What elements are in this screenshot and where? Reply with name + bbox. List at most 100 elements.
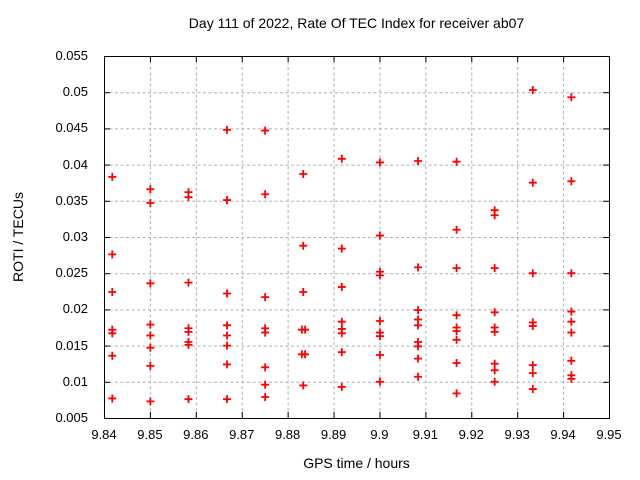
data-point bbox=[414, 342, 423, 351]
data-point bbox=[223, 360, 232, 369]
data-point bbox=[184, 395, 193, 404]
data-point bbox=[146, 185, 155, 194]
data-point bbox=[567, 93, 576, 102]
data-point bbox=[567, 374, 576, 383]
data-point bbox=[414, 156, 423, 165]
data-point bbox=[301, 350, 310, 359]
data-point bbox=[567, 177, 576, 186]
data-point bbox=[375, 316, 384, 325]
data-point bbox=[567, 307, 576, 316]
data-point bbox=[452, 311, 461, 320]
data-point bbox=[108, 329, 117, 338]
data-point bbox=[299, 241, 308, 250]
data-point bbox=[184, 340, 193, 349]
data-point bbox=[223, 321, 232, 330]
data-point bbox=[452, 264, 461, 273]
y-tick-label: 0.035 bbox=[55, 192, 88, 208]
data-point bbox=[223, 341, 232, 350]
data-point bbox=[375, 351, 384, 360]
data-point bbox=[490, 211, 499, 220]
y-tick-label: 0.015 bbox=[55, 337, 88, 353]
y-tick-label: 0.02 bbox=[62, 301, 88, 317]
data-point bbox=[337, 154, 346, 163]
data-point bbox=[375, 158, 384, 167]
y-tick-label: 0.045 bbox=[55, 120, 88, 136]
x-tick-label: 9.95 bbox=[596, 427, 622, 442]
data-point bbox=[108, 250, 117, 259]
data-point bbox=[567, 328, 576, 337]
x-tick-label: 9.9 bbox=[370, 427, 389, 442]
x-tick-label: 9.86 bbox=[183, 427, 209, 442]
data-point bbox=[261, 328, 270, 337]
data-point bbox=[108, 394, 117, 403]
data-point bbox=[452, 157, 461, 166]
x-tick-label: 9.85 bbox=[137, 427, 163, 442]
y-tick-label: 0.04 bbox=[62, 156, 88, 172]
x-tick-label: 9.88 bbox=[274, 427, 301, 442]
data-point bbox=[223, 196, 232, 205]
data-point bbox=[223, 289, 232, 298]
data-point bbox=[261, 380, 270, 389]
data-point bbox=[490, 327, 499, 336]
x-tick-label: 9.87 bbox=[229, 427, 255, 442]
data-point bbox=[223, 331, 232, 340]
data-point bbox=[184, 327, 193, 336]
data-point bbox=[414, 354, 423, 363]
data-point bbox=[528, 269, 537, 278]
data-point bbox=[184, 193, 193, 202]
data-point bbox=[528, 322, 537, 331]
data-point bbox=[490, 377, 499, 386]
data-point bbox=[146, 397, 155, 406]
data-point bbox=[452, 225, 461, 234]
data-point bbox=[301, 325, 310, 334]
data-point bbox=[452, 327, 461, 336]
plot-frame bbox=[104, 56, 610, 419]
data-point bbox=[414, 372, 423, 381]
x-tick-label: 9.94 bbox=[550, 427, 576, 442]
data-point bbox=[337, 382, 346, 391]
data-point bbox=[146, 198, 155, 207]
data-point bbox=[490, 264, 499, 273]
data-point bbox=[414, 321, 423, 330]
data-point bbox=[452, 335, 461, 344]
y-tick-label: 0.01 bbox=[62, 373, 88, 389]
data-point bbox=[299, 170, 308, 179]
data-point bbox=[261, 190, 270, 199]
data-point bbox=[414, 263, 423, 272]
data-point bbox=[299, 288, 308, 297]
data-point bbox=[261, 393, 270, 402]
data-point bbox=[528, 361, 537, 370]
data-point bbox=[184, 278, 193, 287]
data-point bbox=[337, 282, 346, 291]
data-point bbox=[146, 331, 155, 340]
data-point bbox=[567, 356, 576, 365]
data-point bbox=[261, 363, 270, 372]
data-point bbox=[146, 320, 155, 329]
data-point bbox=[528, 385, 537, 394]
chart-title: Day 111 of 2022, Rate Of TEC Index for r… bbox=[188, 15, 525, 31]
data-point bbox=[528, 86, 537, 95]
data-point bbox=[146, 279, 155, 288]
data-point bbox=[108, 288, 117, 297]
data-point bbox=[108, 351, 117, 360]
data-point bbox=[261, 126, 270, 135]
data-point bbox=[490, 308, 499, 317]
y-tick-label: 0.05 bbox=[62, 84, 88, 100]
x-tick-label: 9.92 bbox=[458, 427, 484, 442]
x-tick-label: 9.84 bbox=[91, 427, 117, 442]
data-point bbox=[337, 317, 346, 326]
data-point bbox=[375, 231, 384, 240]
data-point bbox=[261, 293, 270, 302]
data-point bbox=[337, 348, 346, 357]
data-point bbox=[299, 381, 308, 390]
data-point bbox=[567, 269, 576, 278]
data-point bbox=[375, 332, 384, 341]
data-point bbox=[337, 329, 346, 338]
data-point bbox=[146, 343, 155, 352]
data-point bbox=[452, 389, 461, 398]
data-point bbox=[567, 317, 576, 326]
data-point bbox=[375, 377, 384, 386]
data-point bbox=[337, 244, 346, 253]
y-tick-label: 0.055 bbox=[55, 48, 88, 63]
